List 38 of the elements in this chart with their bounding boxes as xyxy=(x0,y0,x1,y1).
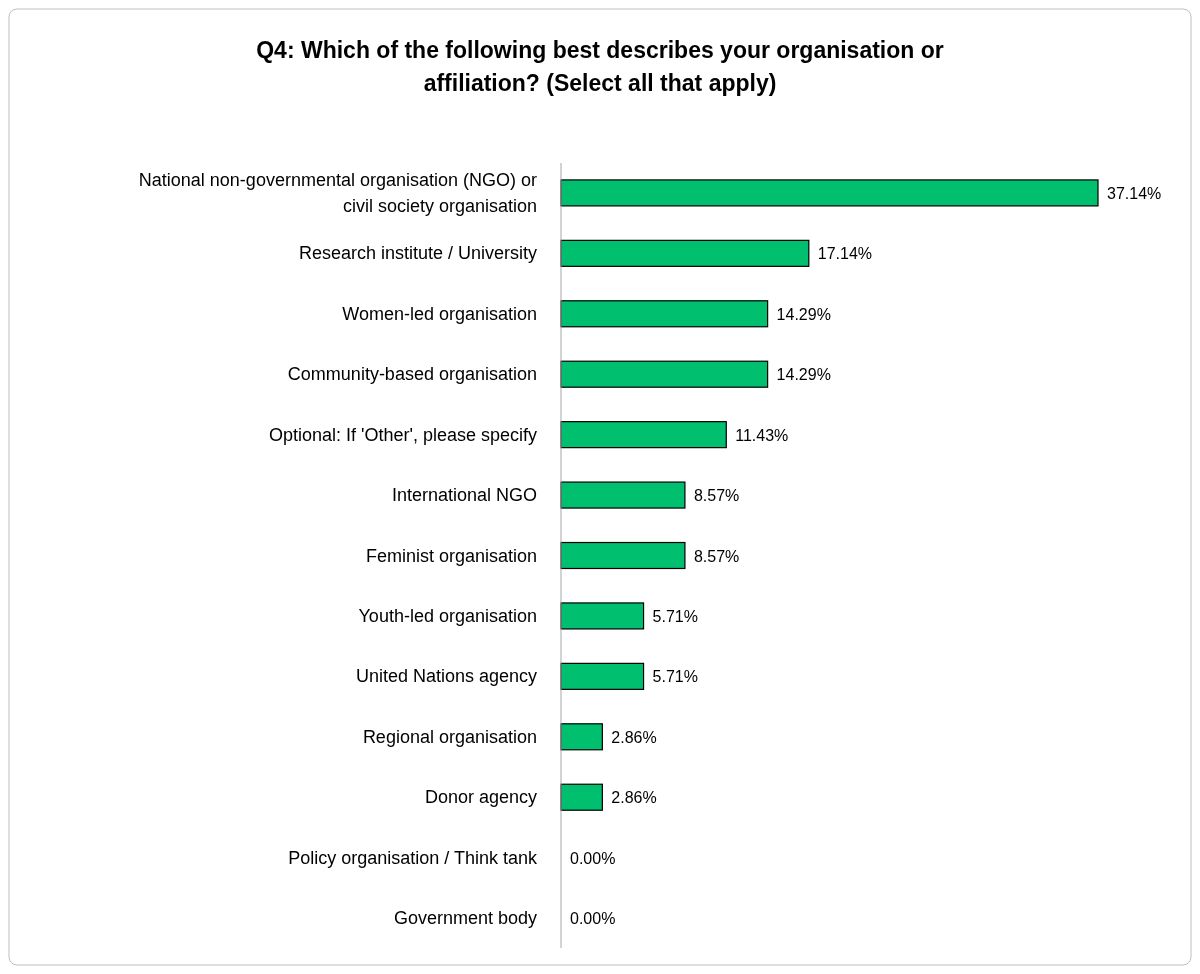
y-tick-label: National non-governmental organisation (NGO) or civil society organisation xyxy=(138,169,537,216)
bar xyxy=(560,662,645,690)
y-tick-label: United Nations agency xyxy=(355,666,537,687)
bar xyxy=(560,421,727,449)
data-label: 17.14% xyxy=(817,245,873,263)
bar xyxy=(560,360,769,388)
data-label: 11.43% xyxy=(735,426,789,444)
bar xyxy=(560,239,810,267)
data-label: 5.71% xyxy=(652,607,698,625)
data-label: 5.71% xyxy=(652,668,698,686)
data-label: 8.57% xyxy=(693,547,740,565)
y-tick-label: Regional organisation xyxy=(362,726,537,747)
y-tick-label: Policy organisation / Think tank xyxy=(288,847,538,868)
y-tick-label: Women-led organisation xyxy=(342,303,537,324)
bar xyxy=(560,723,603,751)
y-tick-label: International NGO xyxy=(391,485,537,506)
data-label: 2.86% xyxy=(611,789,657,807)
data-label: 2.86% xyxy=(611,728,657,746)
data-label: 14.29% xyxy=(776,305,831,323)
bar xyxy=(560,783,603,811)
bar xyxy=(560,541,686,570)
bar xyxy=(560,602,645,630)
y-tick-label: Donor agency xyxy=(424,787,537,808)
y-tick-label: Community-based organisation xyxy=(287,364,537,385)
y-tick-label: Youth-led organisation xyxy=(358,605,537,626)
data-label: 8.57% xyxy=(693,487,740,505)
data-label: 0.00% xyxy=(570,849,616,867)
chart-title: Q4: Which of the following best describes your organisation or affiliation? (Select all that apply) xyxy=(256,37,944,96)
y-tick-label: Feminist organisation xyxy=(365,545,537,566)
bar xyxy=(560,481,686,509)
y-tick-label: Optional: If 'Other', please specify xyxy=(268,424,537,445)
y-tick-label: Government body xyxy=(393,908,537,929)
bar xyxy=(560,179,1099,207)
data-label: 37.14% xyxy=(1107,184,1162,202)
data-label: 0.00% xyxy=(570,910,616,928)
y-tick-label: Research institute / University xyxy=(298,243,537,264)
bar xyxy=(560,300,769,328)
data-label: 14.29% xyxy=(776,366,831,384)
